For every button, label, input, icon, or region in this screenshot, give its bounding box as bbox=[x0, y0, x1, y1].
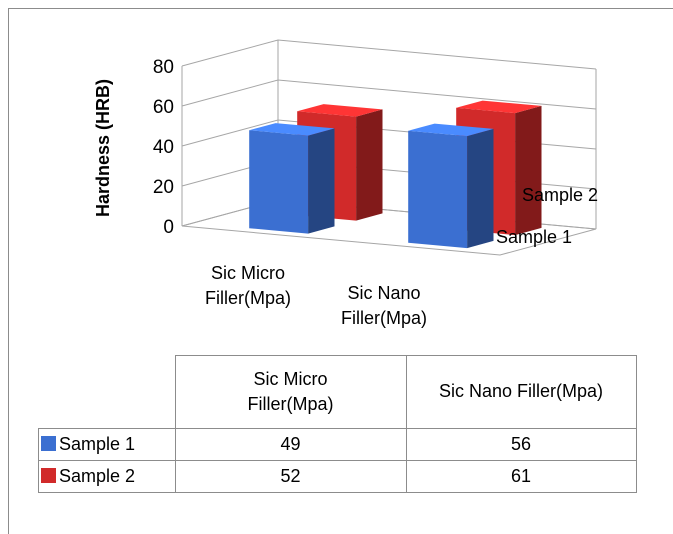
chart-plot: 0 20 40 60 80 Hardness (HRB) Sic Micro Filler(M… bbox=[93, 39, 598, 328]
bar-front-face bbox=[249, 130, 309, 234]
table-row: Sample 1 49 56 bbox=[38, 427, 637, 461]
table-row-header: Sample 1 bbox=[38, 427, 176, 461]
table-cell-value: 56 bbox=[405, 427, 637, 461]
bar-top-face bbox=[408, 123, 494, 137]
table-cell-value: 52 bbox=[174, 459, 407, 493]
table-column-header: Sic Micro Filler(Mpa) bbox=[174, 355, 407, 429]
frame-border-left bbox=[8, 8, 9, 534]
bar-side-face bbox=[515, 105, 542, 236]
x-category-label: Sic Nano bbox=[347, 283, 420, 303]
chart-bars bbox=[249, 100, 542, 249]
chart-floor bbox=[181, 199, 597, 256]
bar-sample-1-2 bbox=[408, 123, 494, 249]
series-name: Sample 2 bbox=[59, 465, 136, 486]
y-axis-title: Hardness (HRB) bbox=[93, 79, 113, 217]
x-category-label: Filler(Mpa) bbox=[205, 288, 291, 308]
depth-axis-label: Sample 2 bbox=[522, 185, 598, 205]
table-cell-value: 49 bbox=[174, 427, 407, 461]
table-row: Sample 2 52 61 bbox=[38, 459, 637, 493]
legend-key-swatch bbox=[41, 435, 56, 451]
table-row-header: Sample 2 bbox=[38, 459, 176, 493]
bar-top-face bbox=[456, 100, 542, 114]
bar-top-face bbox=[249, 123, 335, 136]
bar-side-face bbox=[467, 128, 494, 249]
y-tick-label: 80 bbox=[153, 57, 174, 78]
table-cell-value: 61 bbox=[405, 459, 637, 493]
y-tick-label: 0 bbox=[163, 217, 174, 238]
frame-border-top bbox=[8, 8, 673, 9]
y-tick-label: 40 bbox=[153, 137, 174, 158]
gridline-80 bbox=[181, 39, 597, 70]
table-column-header-text: Sic Micro bbox=[253, 368, 328, 389]
bar-side-face bbox=[356, 109, 383, 221]
bar-top-face bbox=[297, 104, 383, 117]
x-category-label: Filler(Mpa) bbox=[341, 308, 427, 328]
x-category-label: Sic Micro bbox=[211, 263, 285, 283]
gridline-60 bbox=[181, 79, 597, 110]
series-name: Sample 1 bbox=[59, 433, 136, 454]
data-table: Sic Micro Filler(Mpa) Sic Nano Filler(Mpa)… bbox=[38, 355, 637, 493]
table-column-header: Sic Nano Filler(Mpa) bbox=[405, 355, 637, 429]
table-header-row: Sic Micro Filler(Mpa) Sic Nano Filler(Mpa) bbox=[38, 355, 637, 429]
bar-side-face bbox=[308, 128, 335, 234]
table-column-header-text: Filler(Mpa) bbox=[247, 393, 334, 414]
bar-front-face bbox=[408, 130, 468, 249]
legend-key-swatch bbox=[41, 467, 56, 483]
y-tick-label: 60 bbox=[153, 97, 174, 118]
depth-axis-label: Sample 1 bbox=[496, 227, 572, 247]
y-tick-label: 20 bbox=[153, 177, 174, 198]
chart-labels: 0 20 40 60 80 Hardness (HRB) Sic Micro Filler(M… bbox=[93, 57, 598, 328]
table-corner-cell bbox=[38, 355, 176, 429]
bar-sample-1-1 bbox=[249, 123, 335, 234]
table-column-header-text: Sic Nano Filler(Mpa) bbox=[438, 381, 604, 402]
